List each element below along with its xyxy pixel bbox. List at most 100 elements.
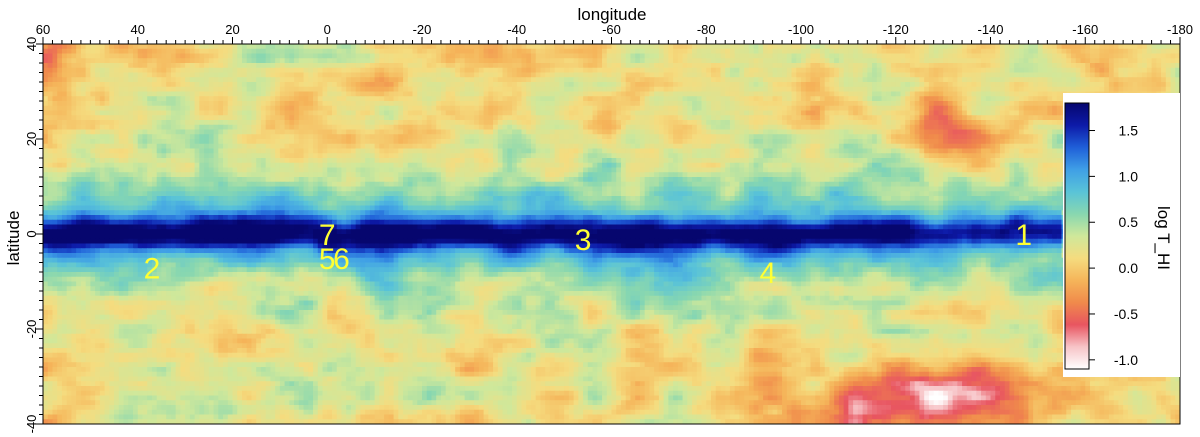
heatmap-cell (260, 105, 267, 112)
heatmap-cell (459, 82, 466, 88)
heatmap-cell (602, 72, 608, 78)
heatmap-cell (151, 48, 158, 55)
heatmap-cell (715, 124, 722, 131)
heatmap-cell (805, 115, 812, 121)
heatmap-cell (464, 58, 470, 64)
heatmap-cell (1009, 115, 1015, 121)
heatmap-cell (422, 44, 428, 50)
heatmap-cell (734, 110, 741, 116)
heatmap-cell (886, 120, 892, 126)
heatmap-cell (422, 139, 428, 145)
heatmap-cell (61, 129, 68, 135)
heatmap-cell (696, 110, 703, 116)
heatmap-cell (838, 124, 845, 131)
heatmap-cell (156, 105, 163, 112)
heatmap-cell (710, 91, 717, 97)
heatmap-cell (1047, 101, 1053, 107)
heatmap-cell (1161, 53, 1167, 59)
heatmap-cell (602, 77, 608, 83)
heatmap-cell (289, 110, 295, 116)
heatmap-cell (933, 120, 939, 126)
heatmap-cell (445, 110, 452, 116)
heatmap-cell (265, 63, 271, 69)
heatmap-cell (137, 72, 144, 78)
heatmap-cell (654, 86, 660, 93)
heatmap-cell (275, 77, 281, 83)
heatmap-cell (981, 86, 987, 93)
heatmap-cell (1142, 53, 1148, 59)
heatmap-cell (900, 120, 906, 126)
heatmap-cell (407, 129, 414, 135)
heatmap-cell (763, 134, 769, 140)
heatmap-cell (611, 120, 617, 126)
heatmap-cell (625, 77, 632, 83)
heatmap-cell (270, 96, 276, 102)
heatmap-cell (540, 48, 546, 55)
heatmap-cell (540, 105, 546, 112)
heatmap-cell (583, 67, 589, 74)
heatmap-cell (497, 63, 504, 69)
heatmap-cell (313, 44, 319, 50)
heatmap-cell (218, 77, 224, 83)
heatmap-cell (493, 124, 499, 131)
heatmap-cell (1009, 58, 1015, 64)
heatmap-cell (616, 110, 622, 116)
heatmap-cell (426, 139, 433, 145)
heatmap-cell (194, 91, 200, 97)
heatmap-cell (502, 53, 508, 59)
heatmap-cell (540, 63, 546, 69)
heatmap-cell (796, 86, 802, 93)
heatmap-cell (801, 129, 807, 135)
heatmap-cell (649, 77, 655, 83)
heatmap-cell (583, 110, 589, 116)
heatmap-cell (161, 91, 167, 97)
heatmap-cell (914, 105, 921, 112)
heatmap-cell (606, 120, 613, 126)
heatmap-cell (223, 105, 229, 112)
heatmap-cell (748, 48, 755, 55)
heatmap-cell (516, 91, 523, 97)
heatmap-cell (403, 105, 409, 112)
heatmap-cell (682, 139, 688, 145)
heatmap-cell (815, 139, 821, 145)
heatmap-cell (1037, 82, 1044, 88)
heatmap-cell (597, 58, 603, 64)
heatmap-cell (706, 120, 712, 126)
heatmap-cell (985, 124, 992, 131)
heatmap-cell (317, 120, 324, 126)
heatmap-cell (497, 115, 504, 121)
heatmap-cell (848, 105, 854, 112)
heatmap-cell (388, 67, 395, 74)
heatmap-cell (436, 91, 442, 97)
heatmap-cell (256, 134, 262, 140)
heatmap-cell (725, 86, 731, 93)
heatmap-cell (725, 124, 731, 131)
heatmap-cell (658, 96, 665, 102)
heatmap-cell (715, 44, 722, 50)
heatmap-cell (834, 139, 840, 145)
heatmap-cell (289, 53, 295, 59)
heatmap-cell (938, 96, 944, 102)
heatmap-cell (393, 96, 399, 102)
heatmap-cell (365, 134, 371, 140)
heatmap-cell (151, 82, 158, 88)
heatmap-cell (137, 129, 144, 135)
heatmap-cell (80, 86, 87, 93)
heatmap-cell (289, 115, 295, 121)
heatmap-cell (170, 67, 177, 74)
heatmap-cell (938, 120, 944, 126)
heatmap-cell (620, 77, 627, 83)
heatmap-cell (284, 120, 290, 126)
heatmap-cell (625, 139, 632, 145)
heatmap-cell (867, 72, 873, 78)
heatmap-cell (403, 48, 409, 55)
heatmap-cell (829, 105, 835, 112)
heatmap-cell (791, 101, 797, 107)
heatmap-cell (194, 129, 200, 135)
heatmap-cell (1042, 134, 1048, 140)
heatmap-cell (848, 96, 854, 102)
heatmap-cell (583, 134, 589, 140)
heatmap-cell (445, 120, 452, 126)
heatmap-cell (289, 86, 295, 93)
heatmap-cell (52, 86, 58, 93)
